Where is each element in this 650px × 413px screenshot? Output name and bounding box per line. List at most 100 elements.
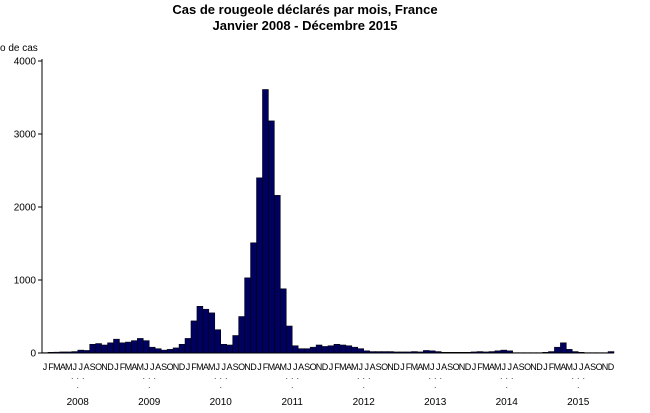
x-month-label: J <box>436 362 441 372</box>
x-month-label: M <box>53 362 61 372</box>
x-month-label: J <box>507 362 512 372</box>
bar <box>178 343 186 354</box>
bar <box>131 340 138 354</box>
x-month-label: J <box>114 362 119 372</box>
x-dot-mark: · <box>434 382 437 392</box>
x-month-label: A <box>60 362 66 372</box>
bar <box>327 345 335 354</box>
x-month-label: M <box>339 362 347 372</box>
bar <box>280 288 287 354</box>
x-month-label: D <box>536 362 543 372</box>
x-month-label: J <box>78 362 83 372</box>
x-dot-mark: · · · <box>428 373 442 383</box>
chart-title: Cas de rougeole déclarés par mois, Franc… <box>172 2 437 17</box>
bar <box>560 342 567 354</box>
x-dot-mark: · · · <box>571 373 585 383</box>
bar <box>137 338 144 354</box>
x-month-label: J <box>359 362 364 372</box>
x-month-label: M <box>196 362 204 372</box>
x-month-label: M <box>280 362 288 372</box>
x-month-label: S <box>376 362 382 372</box>
bar <box>274 195 281 354</box>
x-dot-mark: · <box>76 382 79 392</box>
x-month-label: O <box>596 362 603 372</box>
bar <box>303 348 311 354</box>
x-month-label: J <box>221 362 226 372</box>
x-month-label: A <box>84 362 90 372</box>
x-month-label: M <box>566 362 574 372</box>
x-month-label: M <box>137 362 145 372</box>
y-tick-label: 4000 <box>14 57 37 68</box>
x-month-label: A <box>513 362 519 372</box>
x-dot-mark: · · · <box>142 373 156 383</box>
x-month-label: N <box>101 362 108 372</box>
x-month-label: J <box>329 362 334 372</box>
x-dot-mark: · <box>219 382 222 392</box>
x-month-label: F <box>263 362 269 372</box>
x-month-label: A <box>417 362 423 372</box>
x-month-label: M <box>482 362 490 372</box>
x-month-label: M <box>208 362 216 372</box>
bar <box>315 344 323 354</box>
bar <box>149 346 156 354</box>
x-dot-mark: · <box>577 382 580 392</box>
x-month-label: O <box>238 362 245 372</box>
x-month-label: D <box>393 362 400 372</box>
x-month-label: N <box>459 362 466 372</box>
x-month-label: A <box>227 362 233 372</box>
x-month-label: A <box>298 362 304 372</box>
bar <box>244 277 251 354</box>
x-month-label: O <box>310 362 317 372</box>
x-month-label: J <box>430 362 435 372</box>
x-month-label: J <box>364 362 369 372</box>
x-month-label: S <box>519 362 525 372</box>
y-tick-label: 1000 <box>14 276 37 287</box>
x-month-label: O <box>453 362 460 372</box>
x-month-label: M <box>351 362 359 372</box>
x-month-label: A <box>155 362 161 372</box>
x-dot-mark: · · · <box>500 373 514 383</box>
x-dot-mark: · · · <box>357 373 371 383</box>
x-dot-mark: · · · <box>214 373 228 383</box>
chart-subtitle: Janvier 2008 - Décembre 2015 <box>212 18 397 33</box>
x-month-label: O <box>167 362 174 372</box>
x-month-label: J <box>579 362 584 372</box>
x-year-label: 2013 <box>424 397 447 408</box>
x-month-label: A <box>370 362 376 372</box>
x-month-label: F <box>334 362 340 372</box>
x-month-label: A <box>346 362 352 372</box>
bar <box>95 343 102 354</box>
x-month-label: M <box>411 362 419 372</box>
x-month-label: F <box>191 362 197 372</box>
x-month-label: A <box>203 362 209 372</box>
x-month-label: J <box>543 362 548 372</box>
x-dot-mark: · · · <box>285 373 299 383</box>
bar <box>172 347 180 354</box>
bar <box>101 344 108 354</box>
bar <box>184 338 192 354</box>
bar <box>256 177 263 354</box>
bar <box>286 325 293 354</box>
bars-group <box>41 89 615 354</box>
x-month-label: D <box>465 362 472 372</box>
bar <box>154 348 162 354</box>
bar <box>566 349 573 354</box>
x-month-label: M <box>423 362 431 372</box>
x-month-label: F <box>48 362 54 372</box>
bar <box>89 343 96 354</box>
x-month-label: S <box>233 362 239 372</box>
bar <box>262 89 269 354</box>
y-axis-label: o de cas <box>0 43 38 54</box>
x-month-label: D <box>608 362 615 372</box>
x-month-label: A <box>489 362 495 372</box>
bar <box>220 343 227 354</box>
x-month-label: J <box>293 362 298 372</box>
x-month-label: J <box>73 362 78 372</box>
x-month-label: N <box>173 362 180 372</box>
x-month-label: A <box>441 362 447 372</box>
bar <box>143 340 150 354</box>
bar <box>202 308 210 354</box>
x-month-label: M <box>554 362 562 372</box>
x-month-label: A <box>584 362 590 372</box>
